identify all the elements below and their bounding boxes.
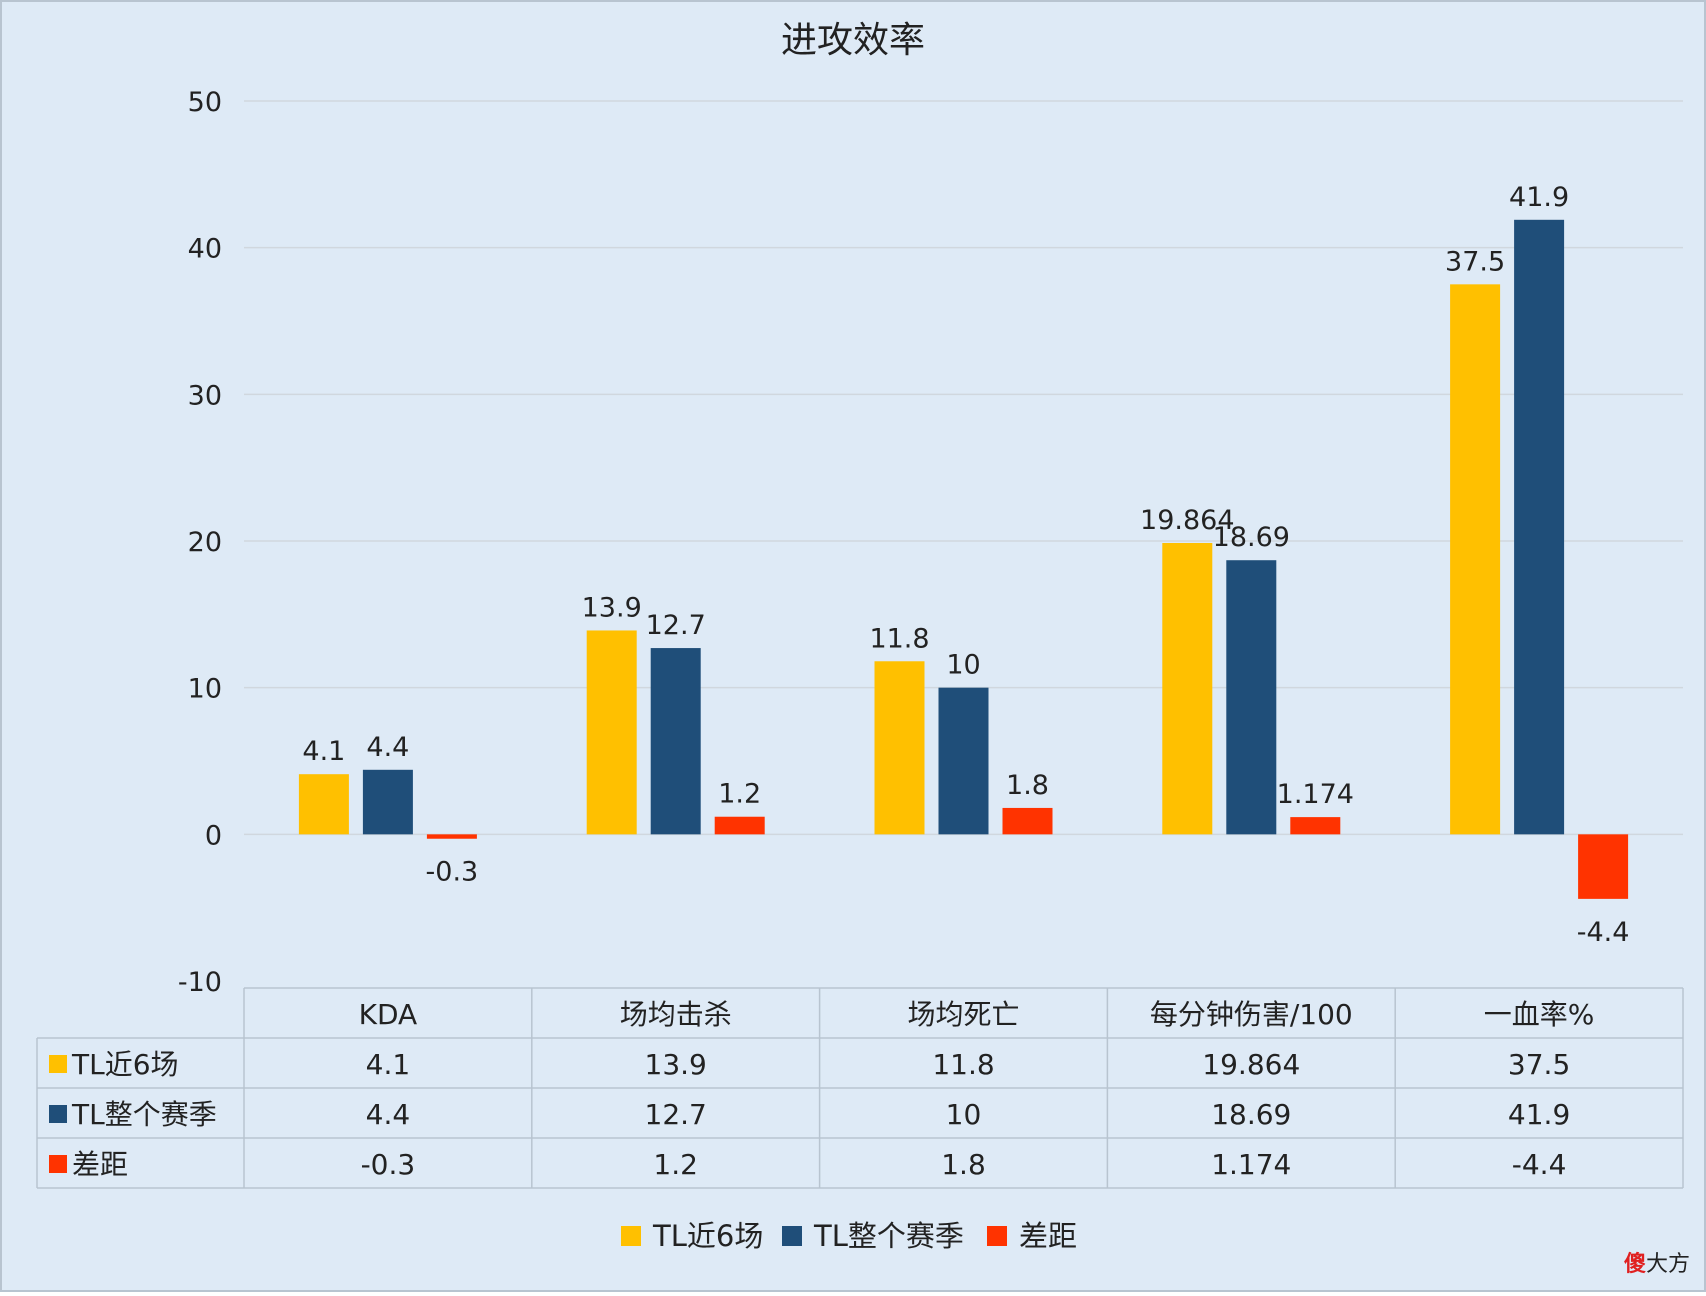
table-cell: 10 [946,1098,982,1131]
y-tick-label: -10 [178,967,222,998]
x-category-label: KDA [359,998,418,1031]
bar [1514,219,1565,835]
bar [1226,560,1277,835]
data-label: 10 [946,650,980,681]
bar [714,816,765,835]
legend-swatch [987,1226,1007,1246]
bar [650,648,701,835]
bar [1002,807,1053,835]
table-series-name: 差距 [72,1148,128,1181]
legend-swatch [621,1226,641,1246]
bar [362,769,413,835]
table-cell: 37.5 [1508,1048,1570,1081]
table-cell: 4.1 [366,1048,411,1081]
bar [586,630,637,835]
data-label: 13.9 [582,592,642,623]
table-cell: 18.69 [1211,1098,1291,1131]
table-cell: 1.174 [1211,1148,1291,1181]
table-cell: 41.9 [1508,1098,1570,1131]
bar [298,774,349,835]
x-category-label: 每分钟伤害/100 [1150,998,1353,1031]
y-tick-label: 10 [188,674,222,705]
table-cell: 1.2 [653,1148,698,1181]
legend-label: TL近6场 [652,1219,763,1253]
bar [874,661,925,835]
table-cell: 19.864 [1202,1048,1300,1081]
x-category-label: 场均击杀 [620,998,732,1031]
table-series-name: TL近6场 [71,1048,179,1081]
data-label: 4.4 [366,732,409,763]
table-legend-swatch [49,1105,67,1123]
bar [938,687,989,835]
table-cell: 13.9 [645,1048,707,1081]
table-legend-swatch [49,1055,67,1073]
table-cell: 11.8 [932,1048,994,1081]
watermark-highlight: 傻 [1623,1252,1646,1277]
data-label: 12.7 [646,610,706,641]
bar [1578,834,1629,899]
legend-label: 差距 [1019,1219,1077,1253]
watermark-logo: 傻大方 [1624,1246,1690,1278]
table-cell: 1.8 [941,1148,986,1181]
data-label: 4.1 [302,736,345,767]
table-cell: 12.7 [645,1098,707,1131]
legend-swatch [782,1226,802,1246]
x-category-label: 场均死亡 [907,998,1019,1031]
table-series-name: TL整个赛季 [71,1098,217,1131]
table-cell: -4.4 [1512,1148,1567,1181]
data-label: -4.4 [1577,917,1630,948]
table-legend-swatch [49,1155,67,1173]
data-label: 1.8 [1006,770,1049,801]
y-tick-label: 40 [188,234,222,265]
watermark-text: 大方 [1645,1252,1690,1277]
data-label: 11.8 [869,623,929,654]
data-label: 41.9 [1509,182,1569,213]
y-tick-label: 0 [205,820,222,851]
data-label: -0.3 [426,857,479,888]
table-cell: -0.3 [361,1148,416,1181]
bar [1450,284,1501,835]
data-label: 1.174 [1277,779,1354,810]
y-tick-label: 50 [188,87,222,118]
legend-label: TL整个赛季 [813,1219,964,1253]
data-label: 37.5 [1445,246,1505,277]
data-label: 19.864 [1140,505,1234,536]
data-label: 1.2 [718,779,761,810]
x-category-label: 一血率% [1484,998,1595,1031]
table-cell: 4.4 [366,1098,411,1131]
bar [426,834,477,839]
bar [1290,817,1341,835]
data-label: 18.69 [1213,522,1290,553]
bar [1162,542,1213,835]
y-tick-label: 30 [188,380,222,411]
y-tick-label: 20 [188,527,222,558]
chart-title: 进攻效率 [781,20,925,61]
